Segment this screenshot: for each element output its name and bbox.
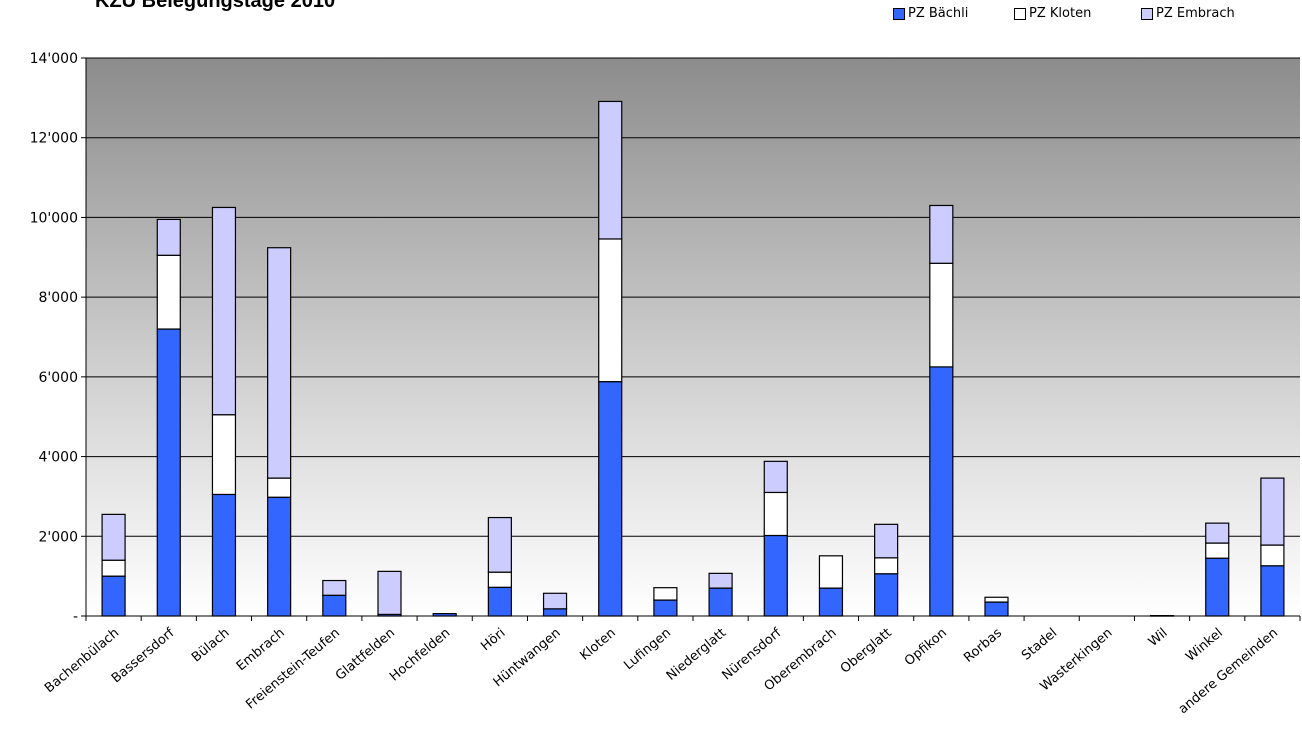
x-tick-label: Embrach [234, 626, 288, 675]
x-tick-label: Höri [478, 626, 508, 655]
bar-pz-kloten [1205, 542, 1230, 559]
bar-pz-embrach [1205, 522, 1230, 544]
bar-pz-kloten [211, 414, 237, 496]
x-tick-label: Niederglatt [664, 626, 729, 684]
legend-swatch-pz-embrach [1141, 7, 1153, 20]
legend-label-pz-baechli: PZ Bächli [908, 6, 969, 21]
legend-label-pz-embrach: PZ Embrach [1156, 6, 1235, 21]
y-tick-label: 6'000 [39, 370, 78, 386]
bar-pz-baechli [984, 601, 1009, 617]
bar-pz-kloten [763, 491, 788, 537]
bar-pz-embrach [598, 100, 623, 240]
bar-pz-baechli [322, 594, 347, 617]
x-tick-label: Freienstein-Teufen [243, 626, 343, 713]
x-tick-label: Bachenbülach [42, 626, 122, 697]
bar-pz-baechli [598, 381, 623, 617]
x-tick-label: Hochfelden [387, 626, 453, 685]
bar-pz-kloten [818, 555, 844, 589]
x-tick-label: Winkel [1183, 626, 1226, 665]
x-tick-label: Opfikon [902, 626, 950, 670]
bar-pz-embrach [1260, 477, 1285, 546]
y-tick-label: 12'000 [30, 131, 78, 147]
x-tick-label: Wil [1146, 626, 1171, 650]
x-tick-label: Rorbas [961, 625, 1005, 665]
legend-item-pz-embrach: PZ Embrach [1141, 6, 1235, 21]
x-tick-label: Kloten [577, 626, 618, 664]
bar-pz-baechli [542, 608, 568, 617]
bar-pz-embrach [101, 513, 126, 561]
bar-pz-baechli [487, 586, 512, 617]
bar-pz-embrach [874, 523, 899, 559]
bar-pz-baechli [211, 493, 237, 617]
bar-pz-kloten [653, 587, 678, 601]
bar-pz-embrach [487, 516, 512, 573]
bar-pz-kloten [101, 559, 126, 577]
bar-pz-kloten [156, 254, 181, 330]
bar-pz-baechli [763, 534, 788, 617]
bar-pz-embrach [267, 247, 292, 479]
bar-pz-baechli [708, 587, 733, 617]
bar-pz-baechli [874, 573, 899, 617]
legend: PZ Bächli PZ Kloten PZ Embrach [893, 6, 1235, 21]
legend-label-pz-kloten: PZ Kloten [1029, 6, 1092, 21]
legend-item-pz-kloten: PZ Kloten [1014, 6, 1141, 21]
x-tick-label: andere Gemeinden [1176, 626, 1281, 718]
legend-swatch-pz-baechli [893, 7, 905, 20]
bar-pz-embrach [542, 592, 568, 610]
bar-pz-kloten [874, 557, 899, 575]
bar-pz-baechli [156, 328, 181, 617]
bar-pz-kloten [1260, 544, 1285, 567]
bar-pz-embrach [929, 204, 954, 264]
y-tick-label: 10'000 [30, 210, 78, 226]
legend-item-pz-baechli: PZ Bächli [893, 6, 1014, 21]
bar-pz-baechli [101, 575, 126, 617]
chart-title: KZU Belegungstage 2010 [95, 0, 336, 12]
bar-pz-embrach [322, 579, 347, 596]
bar-pz-kloten [267, 477, 292, 498]
bar-pz-baechli [929, 366, 954, 617]
bar-pz-embrach [763, 460, 788, 494]
bar-pz-kloten [984, 596, 1009, 603]
bar-pz-kloten [487, 571, 512, 588]
bar-pz-baechli [1260, 565, 1285, 617]
y-tick-label: 14'000 [30, 51, 78, 67]
x-tick-label: Lufingen [621, 626, 674, 674]
bar-pz-kloten [929, 262, 954, 368]
x-tick-label: Oberglatt [838, 626, 895, 677]
x-tick-label: Stadel [1019, 626, 1060, 664]
bar-pz-embrach [377, 570, 402, 616]
bar-pz-baechli [653, 599, 678, 617]
bar-pz-embrach [708, 572, 733, 589]
y-tick-label: 8'000 [39, 290, 78, 306]
y-tick-label: 4'000 [39, 450, 78, 466]
y-tick-label: 2'000 [39, 529, 78, 545]
x-tick-label: Bülach [189, 626, 232, 666]
bar-pz-kloten [598, 238, 623, 383]
y-tick-label: - [73, 609, 78, 625]
bar-pz-embrach [156, 218, 181, 256]
bar-pz-baechli [267, 496, 292, 617]
bar-pz-baechli [818, 587, 844, 617]
bar-pz-baechli [1205, 557, 1230, 617]
bar-pz-embrach [211, 206, 237, 416]
legend-swatch-pz-kloten [1014, 7, 1026, 20]
